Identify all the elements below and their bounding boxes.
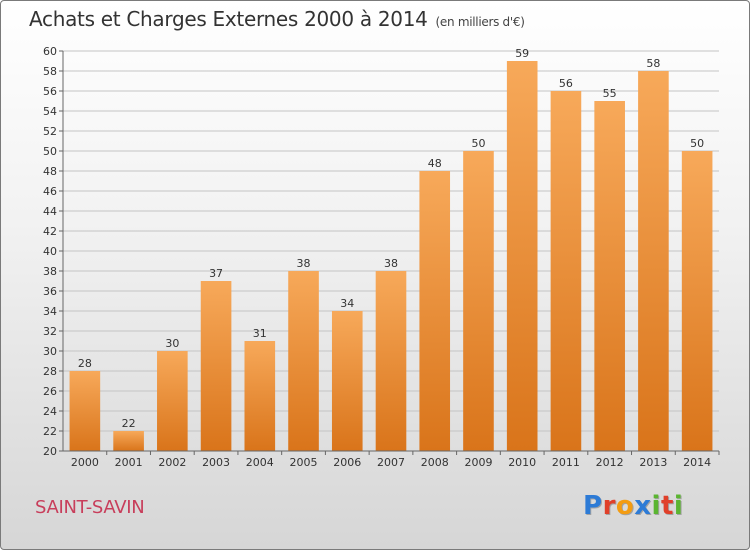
x-tick-label: 2007 [377,456,405,469]
y-tick-label: 22 [43,425,57,438]
bar-value-label: 30 [165,337,179,350]
bar[interactable] [506,61,538,451]
chart-subtitle: (en milliers d'€) [435,15,525,29]
y-tick-label: 52 [43,125,57,138]
x-tick-label: 2001 [115,456,143,469]
bar-value-label: 28 [78,357,92,370]
y-tick-label: 32 [43,325,57,338]
x-tick-label: 2010 [508,456,536,469]
bar-value-label: 50 [471,137,485,150]
y-tick-label: 40 [43,245,57,258]
logo-letter: t [660,491,674,521]
bar[interactable] [200,281,232,451]
logo-letter: i [651,491,661,521]
bar[interactable] [375,271,407,451]
y-tick-label: 30 [43,345,57,358]
bar[interactable] [638,71,669,451]
x-tick-label: 2006 [333,456,361,469]
bar-value-label: 55 [603,87,617,100]
proxiti-logo[interactable]: Proxiti [583,491,683,521]
x-tick-label: 2000 [71,456,99,469]
bar-value-label: 37 [209,267,223,280]
bar-value-label: 48 [428,157,442,170]
x-tick-label: 2004 [246,456,274,469]
y-tick-label: 28 [43,365,57,378]
y-tick-label: 42 [43,225,57,238]
bar-value-label: 38 [384,257,398,270]
bar[interactable] [288,271,319,451]
y-tick-label: 36 [43,285,57,298]
bar[interactable] [157,351,188,451]
bar[interactable] [594,101,625,451]
x-tick-label: 2002 [158,456,186,469]
y-tick-label: 48 [43,165,57,178]
y-tick-label: 54 [43,105,57,118]
bar-value-label: 38 [297,257,311,270]
bar[interactable] [681,151,713,451]
y-tick-label: 26 [43,385,57,398]
y-tick-label: 50 [43,145,57,158]
x-tick-label: 2011 [552,456,580,469]
y-tick-label: 38 [43,265,57,278]
x-tick-label: 2013 [639,456,667,469]
logo-letter: i [673,491,684,521]
y-tick-label: 24 [43,405,57,418]
bar[interactable] [244,341,276,451]
x-tick-label: 2008 [421,456,449,469]
bar-value-label: 31 [253,327,267,340]
x-tick-label: 2005 [290,456,318,469]
y-tick-label: 46 [43,185,57,198]
bar-value-label: 56 [559,77,573,90]
chart-title: Achats et Charges Externes 2000 à 2014 (e… [29,7,525,31]
y-tick-label: 58 [43,65,57,78]
bar-value-label: 50 [690,137,704,150]
y-tick-label: 34 [43,305,57,318]
bar[interactable] [419,171,451,451]
y-tick-label: 20 [43,445,57,458]
bar-value-label: 34 [340,297,354,310]
logo-letter: P [583,491,603,521]
bar[interactable] [463,151,494,451]
x-tick-label: 2009 [464,456,492,469]
logo-letter: x [634,491,652,521]
y-tick-label: 44 [43,205,57,218]
y-tick-label: 56 [43,85,57,98]
y-tick-label: 60 [43,45,57,58]
bar[interactable] [550,91,582,451]
x-tick-label: 2012 [596,456,624,469]
bar-value-label: 58 [646,57,660,70]
logo-letter: o [615,491,635,521]
commune-name: SAINT-SAVIN [35,497,145,518]
chart-title-text: Achats et Charges Externes 2000 à 2014 [29,7,428,31]
bar[interactable] [113,431,144,451]
bar-value-label: 22 [122,417,136,430]
bar-value-label: 59 [515,47,529,60]
logo-letter: r [602,491,616,521]
x-tick-label: 2003 [202,456,230,469]
bar[interactable] [69,371,101,451]
x-tick-label: 2014 [683,456,711,469]
bar[interactable] [331,311,363,451]
